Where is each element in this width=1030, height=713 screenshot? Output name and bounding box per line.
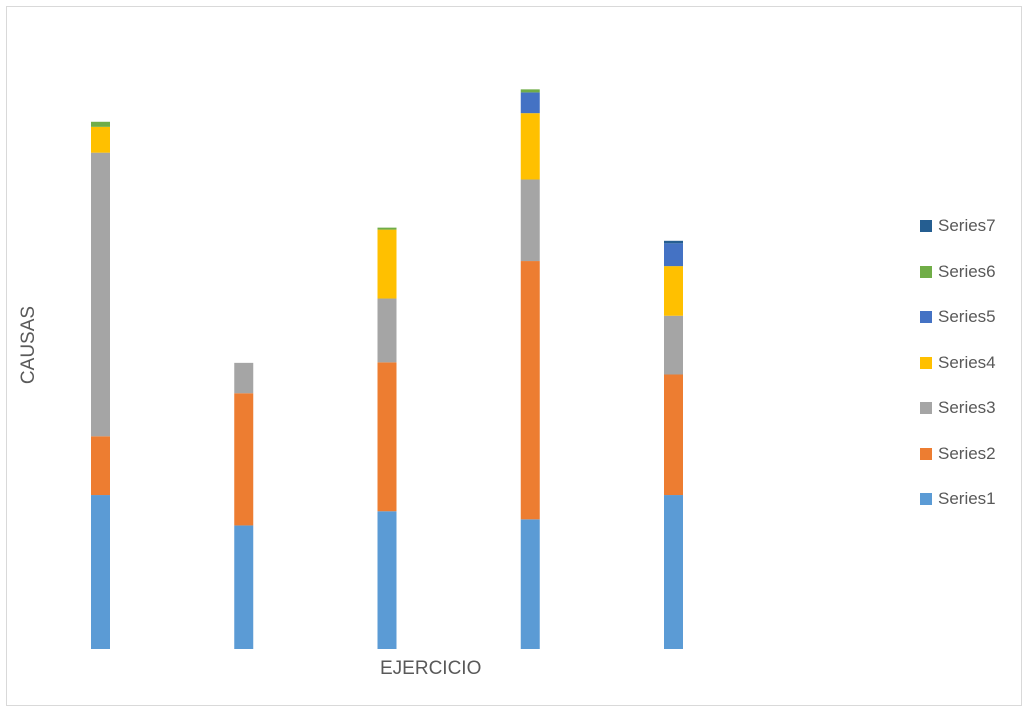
bar-series1-3 bbox=[377, 511, 397, 649]
bar-series4-1 bbox=[91, 126, 110, 153]
legend-item-series5: Series5 bbox=[920, 306, 996, 328]
legend-swatch bbox=[920, 311, 932, 323]
legend-swatch bbox=[920, 220, 932, 232]
bar-series2-4 bbox=[520, 261, 540, 520]
bar-series2-3 bbox=[377, 362, 397, 512]
bar-stack-4 bbox=[520, 89, 540, 649]
bar-series1-2 bbox=[234, 525, 254, 649]
chart-frame bbox=[6, 6, 1022, 706]
bar-stack-3 bbox=[377, 227, 397, 649]
bar-series3-5 bbox=[664, 315, 683, 375]
bar-series6-4 bbox=[520, 89, 540, 93]
legend-item-series4: Series4 bbox=[920, 352, 996, 374]
bar-series4-5 bbox=[664, 266, 683, 316]
bar-series2-2 bbox=[234, 393, 254, 526]
bar-series6-1 bbox=[91, 121, 110, 127]
legend-label: Series2 bbox=[938, 443, 996, 463]
bar-series3-3 bbox=[377, 298, 397, 363]
legend-item-series3: Series3 bbox=[920, 397, 996, 419]
bar-series7-5 bbox=[664, 240, 683, 244]
bar-series5-4 bbox=[520, 92, 540, 114]
bar-series1-5 bbox=[664, 495, 683, 649]
bar-series4-3 bbox=[377, 229, 397, 299]
bar-series2-5 bbox=[664, 374, 683, 496]
legend-swatch bbox=[920, 356, 932, 369]
bar-series3-1 bbox=[91, 152, 110, 437]
legend-label: Series1 bbox=[938, 489, 996, 508]
bar-stack-2 bbox=[234, 362, 254, 649]
bar-series3-4 bbox=[520, 179, 540, 262]
legend-item-series6: Series6 bbox=[920, 261, 996, 283]
legend-item-series1: Series1 bbox=[920, 488, 996, 510]
bar-series2-1 bbox=[91, 436, 110, 496]
legend-swatch bbox=[920, 447, 932, 460]
legend-label: Series7 bbox=[938, 216, 996, 235]
y-axis-label: CAUSAS bbox=[18, 305, 39, 385]
bar-stack-1 bbox=[91, 121, 110, 649]
bar-series6-3 bbox=[377, 227, 397, 230]
legend-label: Series4 bbox=[938, 352, 996, 372]
bar-stack-5 bbox=[664, 240, 683, 649]
legend-swatch bbox=[920, 402, 932, 414]
bar-series3-2 bbox=[234, 362, 254, 394]
legend-item-series2: Series2 bbox=[920, 443, 996, 465]
bar-series1-1 bbox=[91, 495, 110, 649]
bar-series5-5 bbox=[664, 243, 683, 267]
x-axis-label: EJERCICIO bbox=[380, 658, 482, 679]
legend-swatch bbox=[920, 493, 932, 505]
legend-label: Series3 bbox=[938, 398, 996, 417]
legend-label: Series5 bbox=[938, 307, 996, 326]
legend-swatch bbox=[920, 265, 932, 278]
bar-series1-4 bbox=[520, 519, 540, 649]
legend-label: Series6 bbox=[938, 261, 996, 281]
legend-item-series7: Series7 bbox=[920, 215, 996, 237]
bar-series4-4 bbox=[520, 113, 540, 180]
